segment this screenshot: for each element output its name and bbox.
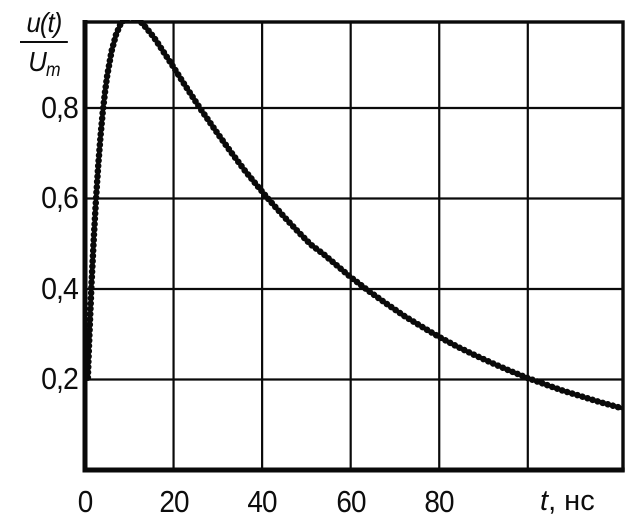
y-axis-label-denominator: Um — [20, 43, 68, 81]
y-tick-label: 0,2 — [41, 361, 79, 397]
x-tick-label: 0 — [77, 484, 94, 519]
x-tick-label: 20 — [158, 484, 189, 519]
y-axis-label-denominator-sub: m — [45, 60, 61, 81]
y-tick-label: 0,4 — [41, 270, 79, 306]
plot-border — [83, 20, 625, 472]
x-axis-label-variable: t — [540, 485, 549, 517]
grid-layer — [85, 22, 623, 470]
y-axis-label-numerator: u(t) — [20, 9, 68, 43]
curve-layer — [85, 20, 623, 412]
x-tick-label: 60 — [336, 484, 366, 519]
y-axis-label: u(t) Um — [20, 9, 68, 81]
signal-curve — [85, 20, 623, 412]
x-tick-label: 40 — [247, 484, 277, 519]
y-tick-label: 0,8 — [41, 89, 79, 125]
signal-curve-core — [85, 20, 623, 411]
y-tick-label: 0,6 — [41, 180, 79, 216]
x-axis-label: t, нс — [540, 486, 595, 516]
x-tick-label: 80 — [424, 484, 455, 519]
x-axis-label-unit: , нс — [548, 485, 595, 517]
frame-layer — [82, 20, 625, 473]
y-axis-label-denominator-base: U — [28, 46, 47, 77]
